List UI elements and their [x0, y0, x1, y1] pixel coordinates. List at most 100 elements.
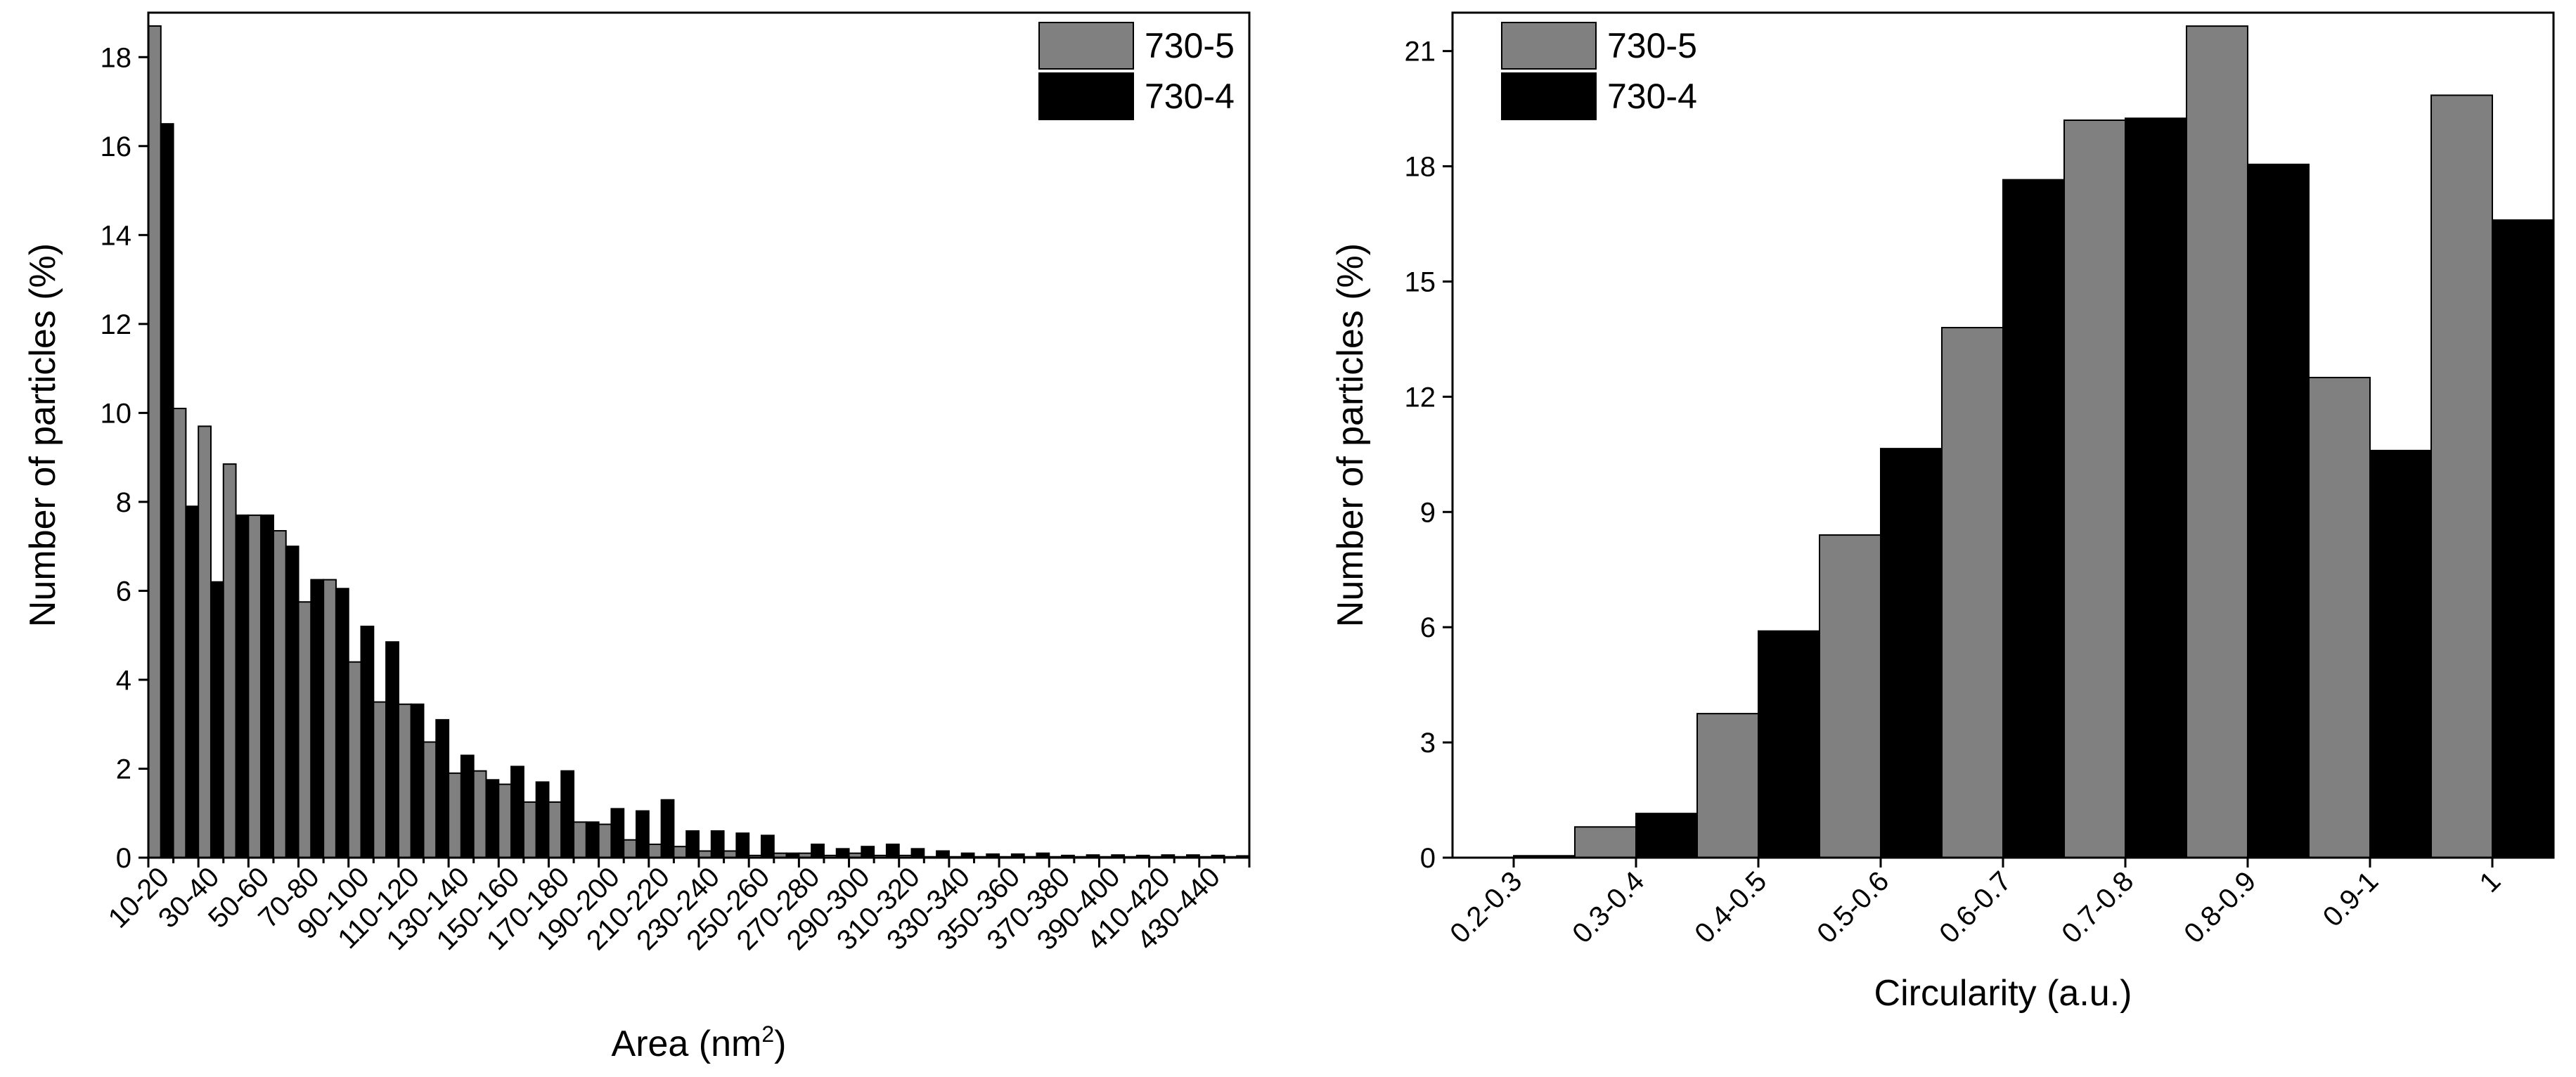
bar-730-4-30-40: [210, 581, 224, 858]
bar-730-5-110-120: [397, 703, 412, 859]
bar-730-5-0.8-0.9: [2186, 25, 2248, 859]
y-tick-label: 6: [116, 576, 131, 607]
bar-730-5-0.7-0.8: [2063, 119, 2126, 858]
bar-730-4-210-220: [660, 799, 675, 859]
bar-730-5-60-70: [272, 530, 287, 859]
bar-730-5-150-160: [498, 783, 513, 859]
circularity-x-axis: 0.2-0.3 0.3-0.4 0.4-0.5 0.5-0.6 0.6-0.7 0.7-0…: [1444, 858, 2506, 949]
bar-730-4-120-130: [435, 718, 450, 858]
x-tick-label: 0.7-0.8: [2056, 865, 2139, 949]
x-tick-label: 0.5-0.6: [1811, 865, 1895, 949]
area-x-title-main: Area (nm: [612, 1024, 762, 1064]
bar-730-4-60-70: [285, 546, 300, 858]
bar-730-4-220-230: [685, 830, 700, 859]
bar-730-4-0.4-0.5: [1758, 630, 1820, 858]
y-tick-label: 0: [116, 843, 131, 874]
circularity-x-axis-title: Circularity (a.u.): [1874, 973, 2132, 1014]
x-tick-label: 0.9-1: [2317, 865, 2385, 933]
y-tick-label: 18: [101, 42, 132, 73]
y-tick-label: 10: [101, 398, 132, 429]
y-tick-label: 15: [1405, 266, 1436, 297]
bar-730-5-0.9-1: [2308, 377, 2371, 858]
bar-730-4-230-240: [710, 830, 725, 859]
bar-730-5-70-80: [297, 601, 312, 858]
bar-730-4-310-320: [910, 848, 925, 859]
legend-swatch-730-4: [1038, 72, 1134, 120]
legend-label-730-4: 730-4: [1145, 77, 1235, 116]
bar-730-4-50-60: [260, 514, 274, 858]
bar-730-4-240-250: [735, 832, 750, 859]
y-tick-label: 2: [116, 754, 131, 785]
bar-730-4-250-260: [760, 834, 775, 858]
bar-730-4-110-120: [410, 703, 425, 859]
area-x-title-sup: 2: [761, 1021, 774, 1047]
bar-730-5-100-110: [373, 701, 387, 858]
bar-730-4-0.9-1: [2369, 449, 2432, 858]
y-tick-label: 9: [1420, 497, 1436, 528]
bar-730-5-140-150: [472, 770, 487, 858]
bar-730-5-0.6-0.7: [1941, 327, 2004, 858]
bar-730-4-170-180: [560, 770, 575, 858]
bar-730-5-10-20: [148, 25, 162, 858]
legend-swatch-730-4: [1501, 72, 1597, 120]
bar-730-4-190-200: [610, 808, 625, 858]
y-tick-label: 16: [101, 131, 132, 162]
y-tick-label: 6: [1420, 612, 1436, 643]
x-tick-label: 0.4-0.5: [1689, 865, 1772, 949]
bar-730-5-1: [2430, 94, 2493, 859]
bar-730-4-130-140: [460, 754, 475, 859]
bar-730-4-300-310: [885, 844, 900, 858]
bar-730-5-170-180: [548, 801, 562, 858]
bar-730-4-1: [2492, 219, 2554, 858]
bar-730-5-130-140: [448, 772, 462, 859]
bar-730-5-30-40: [198, 425, 212, 858]
bar-730-5-180-190: [573, 821, 587, 859]
bar-730-4-20-30: [185, 505, 200, 859]
x-tick-label: 0.6-0.7: [1933, 865, 2017, 949]
bar-730-4-270-280: [811, 844, 825, 858]
legend-swatch-730-5: [1501, 22, 1597, 70]
bar-730-5-200-210: [623, 839, 638, 858]
bar-730-5-220-230: [673, 846, 688, 858]
y-tick-label: 12: [101, 309, 132, 340]
x-tick-label: 0.3-0.4: [1566, 865, 1650, 949]
y-tick-label: 3: [1420, 728, 1436, 759]
bar-730-5-40-50: [222, 463, 237, 858]
area-bars: [148, 25, 1251, 859]
y-tick-label: 0: [1420, 843, 1436, 874]
bar-730-5-120-130: [423, 741, 437, 858]
bar-730-4-40-50: [235, 514, 250, 858]
circularity-y-axis-title: Number of particles (%): [1330, 243, 1371, 627]
x-tick-label: 0.2-0.3: [1444, 865, 1528, 949]
bar-730-5-160-170: [522, 801, 537, 858]
x-tick-label: 1: [2474, 865, 2507, 898]
bar-730-4-280-290: [835, 848, 850, 859]
bar-730-4-290-300: [861, 846, 875, 858]
circularity-legend: 730-5 730-4: [1501, 22, 1697, 120]
bar-730-4-0.5-0.6: [1880, 448, 1943, 858]
bar-730-5-0.5-0.6: [1819, 534, 1881, 859]
y-tick-label: 8: [116, 487, 131, 518]
circularity-y-axis: 0 3 6 9 12 15 18 21: [1405, 37, 1453, 874]
bar-730-5-50-60: [247, 514, 262, 858]
bar-730-5-190-200: [598, 823, 612, 858]
bar-730-5-210-220: [648, 844, 662, 858]
bar-730-4-180-190: [585, 821, 600, 859]
x-tick-label: 0.8-0.9: [2178, 865, 2262, 949]
area-x-axis: 10-2030-4050-6070-8090-100110-120130-140…: [103, 858, 1251, 956]
bar-730-5-80-90: [323, 579, 337, 859]
circularity-histogram: 0 3 6 9 12 15 18 21 0.2-0.3 0.3-0.4 0.4-0.5 0.5-0.…: [1330, 11, 2555, 1014]
bar-730-4-70-80: [310, 579, 325, 859]
bar-730-4-10-20: [160, 123, 174, 859]
bar-730-5-90-100: [347, 661, 362, 858]
legend-swatch-730-5: [1038, 22, 1134, 70]
bar-730-5-0.3-0.4: [1574, 826, 1637, 858]
bar-730-4-200-210: [636, 810, 650, 859]
area-y-axis: 0 2 4 6 8 10 12 14 16 18: [101, 42, 148, 874]
y-tick-label: 18: [1405, 152, 1436, 183]
area-histogram: 0 2 4 6 8 10 12 14 16 18 10-2030-4050-6070-8090-1…: [22, 11, 1251, 1064]
legend-label-730-4: 730-4: [1607, 77, 1697, 116]
bar-730-5-0.4-0.5: [1696, 713, 1759, 859]
y-tick-label: 14: [101, 220, 132, 251]
